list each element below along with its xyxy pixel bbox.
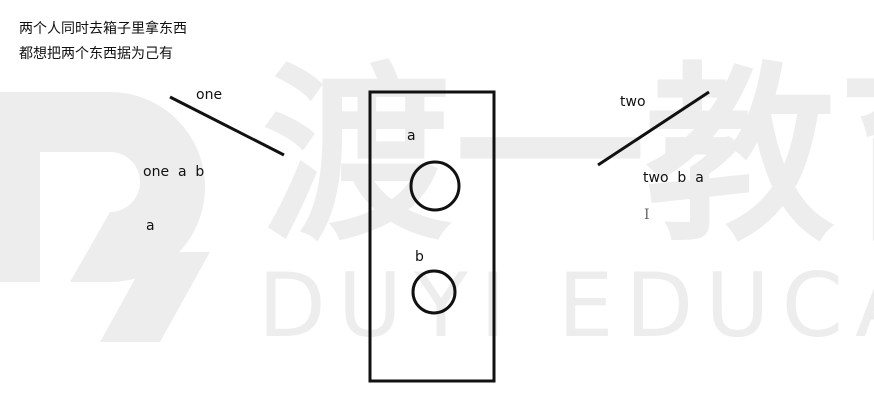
left-person-arm-line <box>169 95 285 157</box>
note-line-1: 两个人同时去箱子里拿东西 <box>19 21 187 37</box>
watermark-char-3: 教 <box>645 46 836 267</box>
left-person-holding-label: one a b <box>143 164 205 180</box>
right-person-holding-label: two b a <box>643 170 704 186</box>
note-line-2: 都想把两个东西据为己有 <box>19 46 173 62</box>
box-item-a-label: a <box>407 128 416 144</box>
right-person-arm-line <box>597 90 710 167</box>
box <box>368 90 496 383</box>
left-person-name-label: one <box>196 87 223 103</box>
watermark-char-4: 育 <box>838 62 874 252</box>
item-b-circle <box>411 269 457 315</box>
text-cursor-icon: I <box>644 207 650 223</box>
item-a-circle <box>409 160 461 212</box>
duyi-logo-watermark <box>0 92 210 342</box>
box-item-b-label: b <box>415 249 424 265</box>
watermark-english: DUYI EDUCATION <box>258 254 874 357</box>
left-person-wants-label: a <box>146 218 155 234</box>
right-person-name-label: two <box>620 94 646 110</box>
